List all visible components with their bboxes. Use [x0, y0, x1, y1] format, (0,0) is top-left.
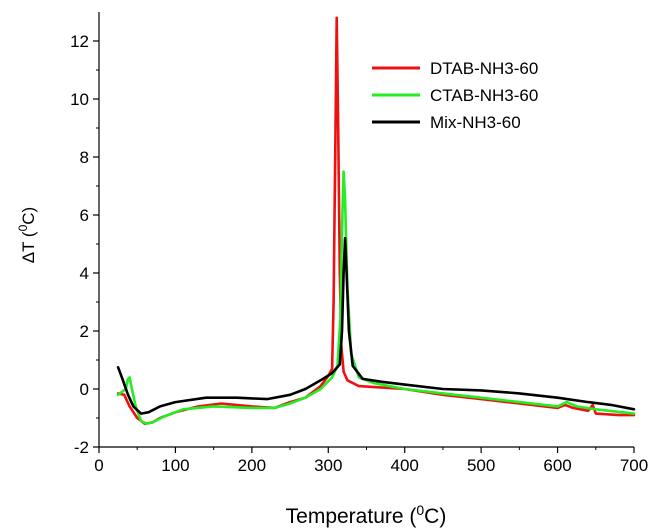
x-tick-label: 700	[620, 456, 648, 475]
y-tick-label: 2	[80, 322, 89, 341]
y-tick-label: 6	[80, 206, 89, 225]
x-tick-label: 0	[94, 456, 103, 475]
legend-label-ctab: CTAB-NH3-60	[430, 86, 538, 105]
series-line-ctab-nh3-60	[116, 170, 636, 426]
x-tick-label: 600	[543, 456, 571, 475]
series-line-dtab-nh3-60	[116, 16, 636, 426]
y-tick-label: 12	[70, 32, 89, 51]
y-tick-label: 0	[80, 380, 89, 399]
x-tick-label: 100	[161, 456, 189, 475]
x-tick-label: 200	[238, 456, 266, 475]
series-layer	[116, 16, 636, 426]
x-axis-title: Temperature (0C)	[286, 502, 447, 528]
legend-label-mix: Mix-NH3-60	[430, 113, 521, 132]
y-axis-title: ΔT (0C)	[16, 207, 38, 263]
y-axis-ticks: -2 0 2 4 6 8 10 12	[70, 32, 99, 457]
x-tick-label: 400	[391, 456, 419, 475]
x-tick-label: 300	[314, 456, 342, 475]
y-tick-label: 4	[80, 264, 89, 283]
y-tick-label: 8	[80, 148, 89, 167]
x-tick-label: 500	[467, 456, 495, 475]
x-axis-ticks: 0 100 200 300 400 500 600 700	[94, 447, 648, 475]
series-line-mix-nh3-60	[116, 236, 636, 415]
y-tick-label: -2	[74, 438, 89, 457]
y-tick-label: 10	[70, 90, 89, 109]
legend: DTAB-NH3-60 CTAB-NH3-60 Mix-NH3-60	[372, 59, 538, 132]
legend-label-dtab: DTAB-NH3-60	[430, 59, 538, 78]
